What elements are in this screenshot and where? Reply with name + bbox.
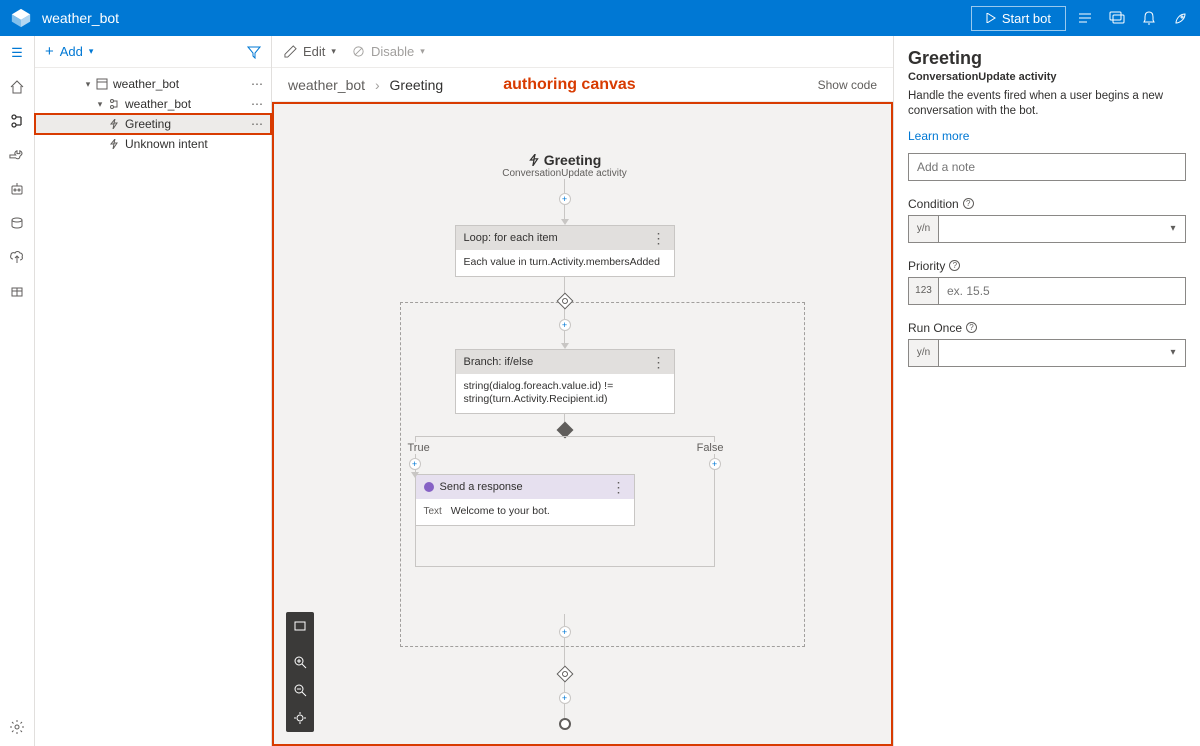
top-bar: weather_bot Start bot: [0, 0, 1200, 36]
more-icon[interactable]: ⋯: [251, 77, 263, 91]
wrench-icon[interactable]: [8, 146, 26, 164]
add-button[interactable]: + Add ▾: [45, 43, 247, 60]
package-icon[interactable]: [8, 282, 26, 300]
bell-icon[interactable]: [1140, 9, 1158, 27]
disable-button[interactable]: Disable ▾: [352, 44, 425, 59]
chat-icon[interactable]: [1108, 9, 1126, 27]
start-bot-button[interactable]: Start bot: [971, 6, 1066, 31]
true-label: True: [405, 442, 433, 454]
runonce-input[interactable]: y/n ▾: [908, 339, 1186, 367]
zoom-out-icon[interactable]: [286, 676, 314, 704]
filter-icon[interactable]: [247, 45, 261, 59]
project-tree: ▾ weather_bot ⋯ ▾ weather_bot ⋯ Greeting…: [35, 68, 271, 160]
list-icon[interactable]: [1076, 9, 1094, 27]
priority-field: Priority? 123: [908, 259, 1186, 305]
canvas-column: Edit ▾ Disable ▾ weather_bot › Greeting …: [272, 36, 894, 746]
props-title: Greeting: [908, 48, 1186, 69]
loop-end-icon: [556, 665, 573, 682]
main-area: ☰ + Add ▾ ▾ weather_bot ⋯: [0, 36, 1200, 746]
tree-panel: + Add ▾ ▾ weather_bot ⋯ ▾ weather_bot ⋯ …: [35, 36, 272, 746]
flow-diagram: Greeting ConversationUpdate activity + L…: [415, 152, 715, 730]
add-node-button[interactable]: +: [559, 193, 571, 205]
condition-field: Condition? y/n ▾: [908, 197, 1186, 243]
props-description: Handle the events fired when a user begi…: [908, 89, 1186, 119]
design-icon[interactable]: [8, 112, 26, 130]
card-menu-icon[interactable]: ⋮: [612, 480, 626, 494]
trigger-icon: [107, 137, 121, 151]
info-icon[interactable]: ?: [963, 198, 974, 209]
more-icon[interactable]: ⋯: [251, 117, 263, 131]
note-input[interactable]: [908, 153, 1186, 181]
add-node-button[interactable]: +: [409, 458, 421, 470]
tree-root[interactable]: ▾ weather_bot ⋯: [35, 74, 271, 94]
false-label: False: [694, 442, 727, 454]
zoom-in-icon[interactable]: [286, 648, 314, 676]
add-node-button[interactable]: +: [559, 626, 571, 638]
card-menu-icon[interactable]: ⋮: [652, 355, 666, 369]
end-node-icon: [559, 718, 571, 730]
app-logo-icon: [10, 7, 32, 29]
rocket-icon[interactable]: [1172, 9, 1190, 27]
branch-card[interactable]: Branch: if/else ⋮ string(dialog.foreach.…: [455, 349, 675, 414]
menu-icon[interactable]: ☰: [8, 44, 26, 62]
publish-icon[interactable]: [8, 248, 26, 266]
chevron-down-icon[interactable]: ▾: [1161, 340, 1185, 366]
canvas-header: weather_bot › Greeting authoring canvas …: [272, 68, 893, 102]
info-icon[interactable]: ?: [966, 322, 977, 333]
runonce-field: Run Once? y/n ▾: [908, 321, 1186, 367]
props-subtitle: ConversationUpdate activity: [908, 71, 1186, 83]
app-title: weather_bot: [42, 10, 971, 26]
loop-card[interactable]: Loop: for each item ⋮ Each value in turn…: [455, 225, 675, 277]
trigger-icon: [107, 117, 121, 131]
properties-panel: Greeting ConversationUpdate activity Han…: [894, 36, 1200, 746]
response-icon: [424, 482, 434, 492]
nav-rail: ☰: [0, 36, 35, 746]
tree-toolbar: + Add ▾: [35, 36, 271, 68]
tree-unknown[interactable]: Unknown intent: [35, 134, 271, 154]
annotation-label: authoring canvas: [503, 76, 635, 94]
add-node-button[interactable]: +: [709, 458, 721, 470]
condition-input[interactable]: y/n ▾: [908, 215, 1186, 243]
bot-icon[interactable]: [8, 180, 26, 198]
edit-button[interactable]: Edit ▾: [284, 44, 336, 59]
card-menu-icon[interactable]: ⋮: [652, 231, 666, 245]
add-node-button[interactable]: +: [559, 319, 571, 331]
top-icon-bar: [1076, 9, 1190, 27]
canvas-controls: [286, 612, 314, 732]
canvas-toolbar: Edit ▾ Disable ▾: [272, 36, 893, 68]
locate-icon[interactable]: [286, 704, 314, 732]
knowledge-icon[interactable]: [8, 214, 26, 232]
learn-more-link[interactable]: Learn more: [908, 129, 1186, 143]
breadcrumb: weather_bot › Greeting: [288, 77, 443, 93]
info-icon[interactable]: ?: [949, 260, 960, 271]
project-icon: [95, 77, 109, 91]
bot-node-icon: [107, 97, 121, 111]
trigger-node[interactable]: Greeting ConversationUpdate activity: [502, 152, 627, 179]
loop-join-icon: [556, 292, 573, 309]
fit-icon[interactable]: [286, 612, 314, 640]
more-icon[interactable]: ⋯: [251, 97, 263, 111]
settings-icon[interactable]: [8, 718, 26, 736]
arrow-icon: [411, 472, 419, 478]
home-icon[interactable]: [8, 78, 26, 96]
chevron-down-icon[interactable]: ▾: [1161, 216, 1185, 242]
authoring-canvas[interactable]: Greeting ConversationUpdate activity + L…: [272, 102, 893, 746]
response-card[interactable]: Send a response ⋮ Text Welcome to your b…: [415, 474, 635, 526]
add-node-button[interactable]: +: [559, 692, 571, 704]
priority-input[interactable]: 123: [908, 277, 1186, 305]
tree-bot-node[interactable]: ▾ weather_bot ⋯: [35, 94, 271, 114]
tree-greeting[interactable]: Greeting ⋯: [35, 114, 271, 134]
show-code-button[interactable]: Show code: [818, 78, 877, 92]
